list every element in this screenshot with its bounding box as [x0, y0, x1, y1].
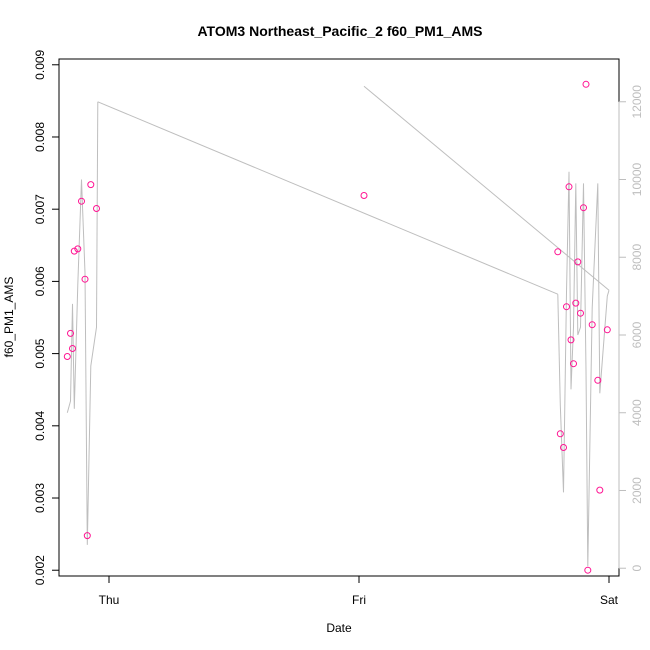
y2-tick-label: 0 — [630, 565, 644, 572]
data-point — [74, 245, 82, 253]
data-point — [580, 204, 587, 212]
y-tick-label: 0.008 — [33, 122, 47, 152]
y-tick-label: 0.005 — [33, 338, 47, 368]
x-axis-label: Date — [326, 621, 352, 635]
y-tick-label: 0.009 — [33, 49, 47, 79]
data-point — [87, 181, 95, 189]
data-point — [596, 486, 604, 494]
y2-axis: 0 2000 4000 6000 8000 10000 12000 — [618, 85, 644, 572]
series-line-3 — [363, 85, 610, 291]
data-point — [69, 345, 76, 352]
y-tick-label: 0.003 — [33, 483, 47, 513]
data-point — [63, 353, 71, 360]
plot-frame — [58, 58, 620, 577]
data-point — [360, 192, 368, 199]
data-point — [574, 258, 582, 266]
data-point — [81, 275, 89, 283]
secondary-series-layer — [66, 85, 610, 567]
data-point — [565, 183, 573, 191]
x-tick-label: Sat — [600, 593, 619, 607]
data-point — [78, 197, 85, 205]
data-point — [577, 309, 584, 317]
y2-tick-label: 8000 — [630, 244, 644, 271]
data-point — [570, 360, 577, 368]
y2-tick-label: 2000 — [630, 477, 644, 504]
data-point — [70, 247, 78, 255]
data-point — [560, 444, 567, 451]
y-axis-label: f60_PM1_AMS — [2, 277, 16, 358]
y-tick-label: 0.002 — [33, 555, 47, 585]
data-point — [83, 532, 91, 540]
y2-tick-label: 12000 — [630, 85, 644, 119]
data-point — [556, 430, 564, 438]
y-tick-label: 0.007 — [33, 194, 47, 224]
x-axis: Thu Fri Sat — [99, 575, 619, 607]
data-point — [67, 329, 74, 337]
data-point — [603, 326, 611, 334]
y2-tick-label: 10000 — [630, 162, 644, 196]
data-point — [594, 376, 602, 384]
data-point — [554, 248, 562, 256]
x-tick-label: Thu — [99, 593, 120, 607]
y2-tick-label: 4000 — [630, 399, 644, 426]
series-line-1 — [97, 101, 558, 295]
data-point — [582, 80, 590, 88]
series-line-0 — [66, 101, 99, 545]
chart-title: ATOM3 Northeast_Pacific_2 f60_PM1_AMS — [197, 23, 482, 39]
y-tick-label: 0.004 — [33, 410, 47, 440]
data-point — [93, 205, 100, 212]
data-point — [588, 321, 596, 329]
points-layer — [63, 80, 611, 574]
y2-tick-label: 6000 — [630, 321, 644, 348]
y-axis: 0.002 0.003 0.004 0.005 0.006 0.007 0.008 0.009 — [33, 49, 60, 585]
y-tick-label: 0.006 — [33, 266, 47, 296]
x-tick-label: Fri — [352, 593, 366, 607]
data-point — [567, 336, 575, 344]
data-point — [584, 566, 592, 574]
data-point — [563, 303, 570, 311]
series-line-2 — [557, 171, 610, 567]
data-point — [572, 299, 580, 307]
